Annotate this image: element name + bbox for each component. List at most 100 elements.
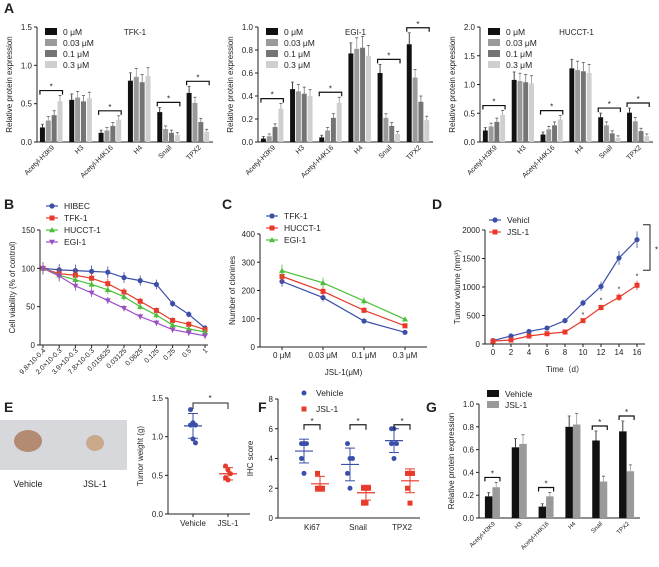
- bar: [511, 447, 520, 518]
- x-tick-label: 6: [545, 348, 550, 357]
- data-point: [185, 325, 192, 332]
- significance-bracket: [349, 424, 367, 430]
- bar: [325, 130, 331, 142]
- significance-star: *: [416, 20, 419, 29]
- y-tick-label: 0.4: [242, 92, 254, 101]
- y-tick-label: 0.0: [21, 138, 33, 147]
- data-point: [188, 422, 193, 428]
- x-tick-label: 0.25: [162, 347, 177, 362]
- bar: [266, 136, 272, 142]
- y-tick-label: 0.0: [463, 514, 475, 523]
- y-tick-label: 6: [269, 425, 274, 434]
- bar: [260, 138, 266, 142]
- y-tick-label: 0.2: [463, 491, 475, 500]
- legend-swatch: [45, 61, 57, 68]
- legend-label: 0.03 μM: [506, 38, 537, 48]
- significance-star: *: [108, 103, 111, 112]
- data-point: [402, 316, 408, 322]
- significance-star: *: [598, 418, 601, 427]
- x-axis-label: JSL-1(μM): [325, 368, 363, 377]
- bar: [569, 68, 575, 142]
- y-tick-label: 2: [269, 484, 274, 493]
- bar: [546, 496, 554, 518]
- y-tick-label: 1.0: [21, 61, 33, 70]
- legend-swatch: [488, 61, 500, 68]
- data-point: [616, 255, 622, 261]
- data-point: [508, 333, 514, 339]
- x-tick-label: Ki67: [304, 523, 321, 532]
- data-point: [121, 293, 127, 299]
- bar: [552, 125, 557, 142]
- panel-letter-D: D: [432, 196, 442, 212]
- chart-F: 0 2 4 6 8 IHC score Ki67 * Snail * TPX2 * Vehicle JSL…: [246, 388, 420, 532]
- bar: [365, 55, 371, 142]
- y-tick-label: 0: [476, 340, 481, 349]
- data-point: [202, 333, 208, 339]
- y-tick-label: 100: [22, 264, 36, 273]
- data-point: [350, 456, 355, 461]
- chart-title: EGI-1: [345, 28, 366, 37]
- significance-bracket: [626, 102, 650, 108]
- significance-star: *: [636, 274, 639, 281]
- bar: [603, 125, 609, 142]
- bar: [45, 120, 51, 142]
- bar: [186, 92, 192, 142]
- bar: [116, 119, 122, 142]
- chart-G: 0.0 0.2 0.4 0.6 0.8 1.0 Relative protein expre…: [447, 389, 640, 551]
- data-point: [301, 470, 307, 476]
- data-point: [202, 328, 208, 335]
- y-tick-label: 0.8: [242, 46, 254, 55]
- bar: [51, 115, 57, 142]
- significance-star: *: [310, 417, 313, 426]
- x-axis-label: Time（d）: [546, 365, 584, 374]
- x-tick-label: Snail: [378, 144, 394, 160]
- significance-star: *: [491, 469, 494, 478]
- panel-letter-F: F: [258, 399, 267, 415]
- bar: [75, 97, 81, 142]
- significance-star: *: [550, 103, 553, 112]
- bar: [523, 82, 529, 142]
- x-tick-label: 14: [615, 348, 624, 357]
- bar: [145, 76, 151, 142]
- chart-A1: 0.0 0.5 1.0 1.5 Relative protein expression T…: [5, 23, 213, 180]
- bar: [627, 112, 632, 142]
- legend-label: TFK-1: [64, 213, 88, 223]
- bar: [330, 117, 336, 142]
- data-point: [405, 485, 410, 491]
- bar: [104, 130, 110, 142]
- bar: [529, 83, 534, 142]
- bar: [348, 53, 354, 143]
- bar: [599, 481, 608, 518]
- legend-swatch: [488, 28, 500, 35]
- y-tick-label: 200: [242, 287, 256, 296]
- y-tick-label: 0.4: [463, 468, 475, 477]
- legend-label: JSL-1: [316, 404, 338, 414]
- x-tick-label: Acetyl-H3K9: [245, 144, 278, 177]
- y-tick-label: 0.5: [152, 471, 164, 480]
- bar: [395, 133, 401, 142]
- bar: [557, 119, 563, 142]
- bar: [157, 112, 163, 142]
- panel-letter-G: G: [426, 399, 437, 415]
- data-point: [89, 275, 95, 281]
- y-tick-label: 0.6: [242, 69, 254, 78]
- significance-star: *: [356, 417, 359, 426]
- y-tick-label: 1.5: [464, 52, 476, 61]
- y-tick-label: 1.0: [464, 81, 476, 90]
- legend-label: 0.1 μM: [63, 49, 89, 59]
- photo-label-jsl1: JSL-1: [83, 479, 107, 489]
- legend-swatch: [45, 39, 57, 46]
- y-tick-label: 2.0: [464, 23, 476, 32]
- legend-label: 0 μM: [506, 27, 525, 37]
- legend-label: EGI-1: [64, 237, 86, 247]
- bar: [204, 132, 210, 142]
- bar: [609, 133, 615, 142]
- data-point: [193, 422, 198, 428]
- legend-swatch: [266, 39, 278, 46]
- y-tick-label: 1500: [462, 255, 480, 264]
- y-tick-label: 0.0: [242, 138, 254, 147]
- data-point: [580, 300, 586, 306]
- significance-bracket: [393, 424, 411, 430]
- data-point: [562, 318, 568, 324]
- bar: [565, 426, 573, 518]
